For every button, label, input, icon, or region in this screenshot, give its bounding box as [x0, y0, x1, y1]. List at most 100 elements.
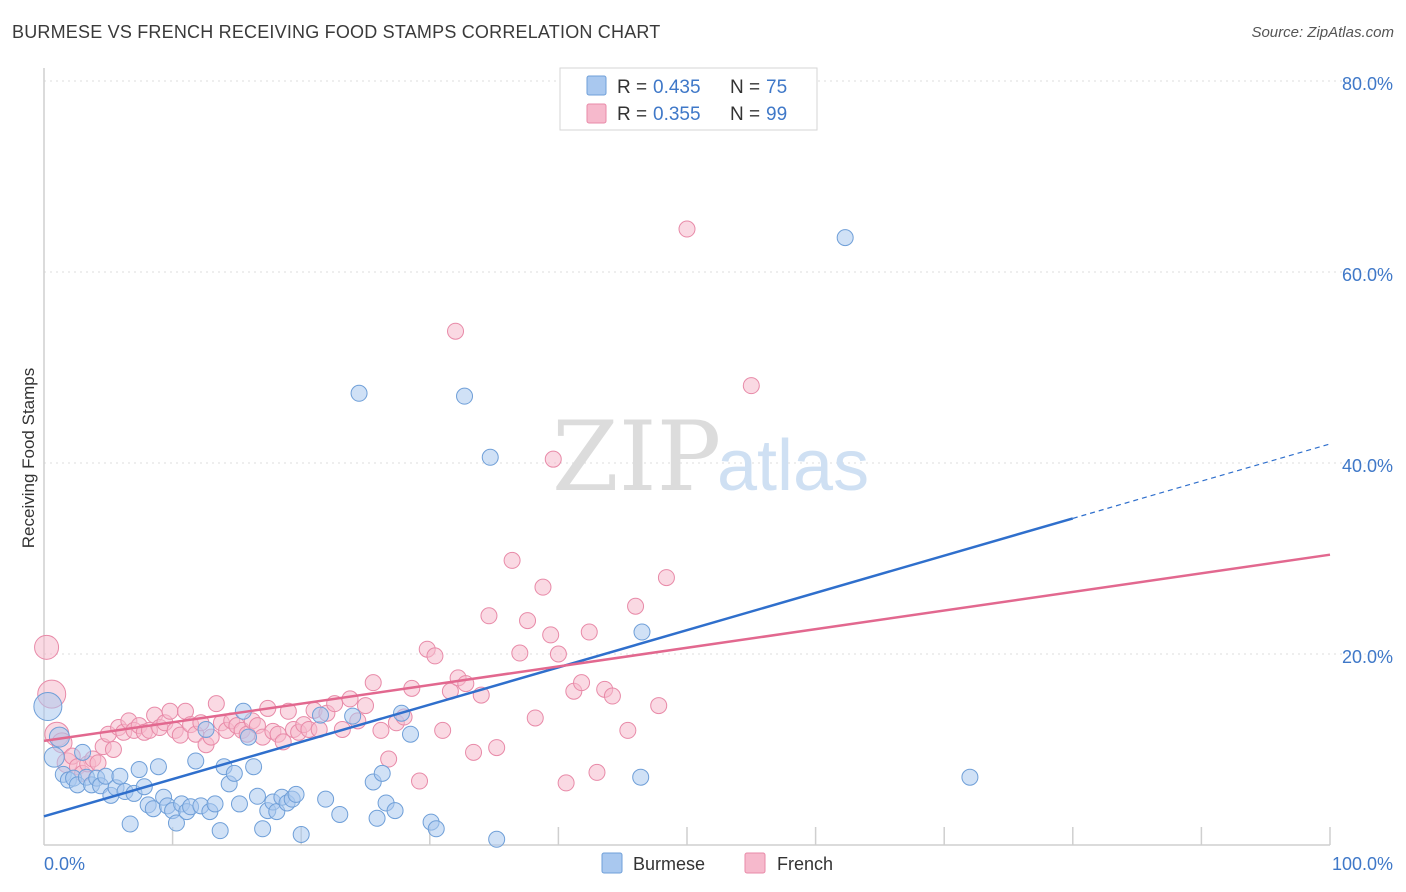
burmese-point — [633, 623, 651, 641]
french-point — [207, 695, 225, 713]
legend-n-label-burmese: N = — [730, 77, 760, 98]
burmese-point — [350, 384, 368, 402]
bottom-legend-label-burmese: Burmese — [633, 854, 705, 874]
french-point — [557, 774, 575, 792]
burmese-point — [121, 815, 139, 833]
legend-r-label-burmese: R = — [617, 77, 647, 98]
burmese-point — [33, 692, 63, 722]
burmese-point — [225, 764, 243, 782]
burmese-point — [632, 768, 650, 786]
french-point — [411, 772, 429, 790]
watermark-zip: ZIP — [552, 401, 721, 513]
y-tick-label: 40.0% — [1342, 456, 1393, 476]
french-point — [526, 709, 544, 727]
watermark-atlas: atlas — [717, 426, 869, 506]
french-point — [627, 597, 645, 615]
burmese-point — [368, 809, 386, 827]
french-point — [544, 450, 562, 468]
chart-source: Source: ZipAtlas.com — [1251, 24, 1394, 41]
french-point — [465, 743, 483, 761]
x-axis-ticks — [171, 827, 1331, 845]
x-tick-label-max: 100.0% — [1332, 854, 1393, 874]
burmese-point — [130, 761, 148, 779]
bottom-legend-swatch-french — [744, 852, 766, 874]
burmese-point — [211, 822, 229, 840]
burmese-point — [488, 830, 506, 848]
bottom-legend-label-french: French — [777, 854, 833, 874]
burmese-point — [254, 820, 272, 838]
grid-lines — [44, 80, 1393, 655]
bottom-legend-swatch-burmese — [601, 852, 623, 874]
french-point — [341, 690, 359, 708]
legend-r-label-french: R = — [617, 104, 647, 125]
french-point — [603, 687, 621, 705]
trend-lines — [43, 443, 1331, 818]
burmese-point — [149, 758, 167, 776]
burmese-point — [43, 746, 65, 768]
burmese-point — [230, 795, 248, 813]
french-point — [542, 626, 560, 644]
y-tick-label: 20.0% — [1342, 647, 1393, 667]
french-trend-line — [43, 553, 1331, 743]
french-point — [742, 377, 760, 395]
legend-swatch-french — [586, 103, 607, 124]
french-point — [678, 220, 696, 238]
french-point — [588, 763, 606, 781]
french-point — [650, 697, 668, 715]
burmese-point — [287, 785, 305, 803]
burmese-point — [456, 387, 474, 405]
french-point — [488, 739, 506, 757]
burmese-point — [402, 725, 420, 743]
burmese-point — [239, 728, 257, 746]
burmese-point — [331, 805, 349, 823]
burmese-point — [427, 820, 445, 838]
french-point — [511, 644, 529, 662]
x-tick-label-min: 0.0% — [44, 854, 85, 874]
burmese-point — [248, 787, 266, 805]
legend-n-burmese: 75 — [766, 77, 787, 98]
legend-n-label-french: N = — [730, 104, 760, 125]
y-tick-label: 80.0% — [1342, 74, 1393, 94]
burmese-point — [187, 752, 205, 770]
burmese-points — [33, 229, 979, 848]
french-point — [480, 607, 498, 625]
burmese-point — [245, 758, 263, 776]
burmese-point — [111, 767, 129, 785]
burmese-point — [317, 790, 335, 808]
burmese-trend-extension — [1072, 443, 1331, 519]
burmese-point — [373, 764, 391, 782]
y-tick-labels: 20.0% 40.0% 60.0% 80.0% — [1342, 74, 1393, 667]
french-point — [34, 634, 60, 660]
french-point — [657, 569, 675, 587]
burmese-point — [386, 802, 404, 820]
burmese-point — [961, 768, 979, 786]
french-point — [519, 612, 537, 630]
legend: R = 0.435 N = 75 R = 0.355 N = 99 — [559, 67, 818, 131]
burmese-point — [344, 707, 362, 725]
burmese-point — [167, 814, 185, 832]
legend-n-french: 99 — [766, 104, 787, 125]
burmese-point — [311, 706, 329, 724]
french-point — [619, 721, 637, 739]
burmese-point — [481, 448, 499, 466]
burmese-point — [74, 743, 92, 761]
french-point — [549, 645, 567, 663]
french-point — [503, 551, 521, 569]
french-point — [104, 741, 122, 758]
chart-title: BURMESE VS FRENCH RECEIVING FOOD STAMPS … — [12, 22, 661, 42]
french-point — [573, 674, 591, 692]
french-point — [426, 647, 444, 665]
legend-r-burmese: 0.435 — [653, 77, 701, 98]
french-point — [434, 721, 452, 739]
y-axis-label: Receiving Food Stamps — [19, 368, 38, 548]
legend-r-french: 0.355 — [653, 104, 701, 125]
bottom-legend: Burmese French — [601, 852, 833, 874]
french-point — [447, 322, 465, 340]
french-point — [380, 750, 398, 768]
french-point — [364, 674, 382, 692]
french-point — [357, 697, 374, 715]
burmese-point — [836, 229, 854, 247]
legend-swatch-burmese — [586, 75, 607, 96]
y-tick-label: 60.0% — [1342, 265, 1393, 285]
